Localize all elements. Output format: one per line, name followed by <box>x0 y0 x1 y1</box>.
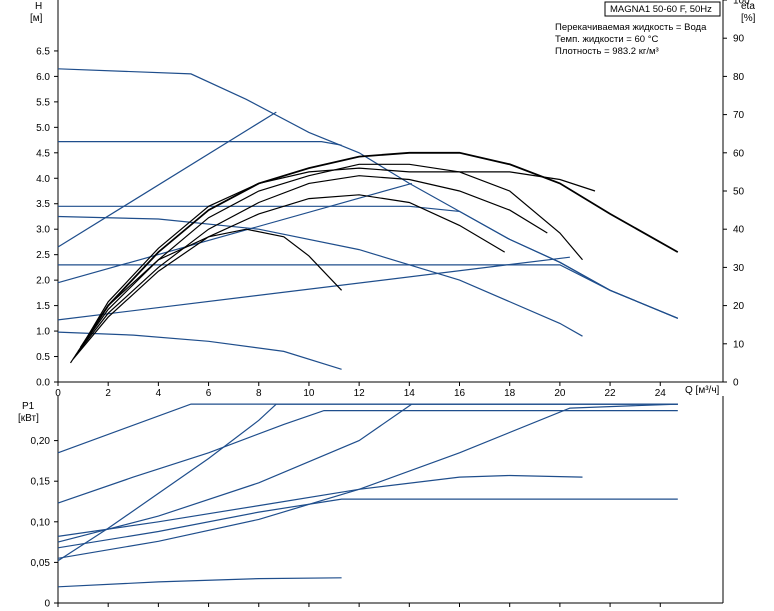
y-axis-label-line2: [м] <box>30 13 43 24</box>
x-tick-label: 16 <box>454 388 466 399</box>
info-line-liquid: Перекачиваемая жидкость = Вода <box>555 22 707 33</box>
head-curve <box>58 205 679 319</box>
power-y-tick-label: 0 <box>44 599 50 610</box>
y2-axis-label-line1: eta <box>741 1 755 12</box>
power-curve <box>57 410 678 504</box>
y-tick-label: 3.0 <box>36 225 50 236</box>
y2-tick-label: 40 <box>733 225 745 236</box>
power-curve <box>57 498 678 549</box>
x-tick-label: 10 <box>303 388 315 399</box>
power-y-tick-label: 0,15 <box>31 477 51 488</box>
power-axis-label-line1: P1 <box>22 401 35 412</box>
head-curve <box>58 141 342 146</box>
info-line-density: Плотность = 983.2 кг/м³ <box>555 46 659 57</box>
x-tick-label: 14 <box>404 388 416 399</box>
chart-title: MAGNA1 50-60 F, 50Hz <box>610 4 712 15</box>
power-y-tick-label: 0,10 <box>31 517 51 528</box>
x-tick-label: 24 <box>655 388 667 399</box>
y-tick-label: 1.5 <box>36 301 50 312</box>
y-tick-label: 5.5 <box>36 97 50 108</box>
head-curve <box>57 215 583 337</box>
y2-tick-label: 60 <box>733 148 745 159</box>
y-tick-label: 0.5 <box>36 352 50 363</box>
power-curve <box>57 403 678 562</box>
power-curve <box>57 474 583 537</box>
y2-axis-label-line2: [%] <box>741 13 756 24</box>
efficiency-curve <box>69 228 343 364</box>
head-curve <box>57 331 342 370</box>
y2-tick-label: 80 <box>733 72 745 83</box>
power-curves <box>57 403 678 588</box>
y2-tick-label: 70 <box>733 110 745 121</box>
x-axis-label: Q [м³/ч] <box>685 385 720 396</box>
efficiency-curves <box>69 151 679 364</box>
power-axis-label-line2: [кВт] <box>18 413 39 424</box>
x-tick-label: 6 <box>206 388 212 399</box>
x-tick-label: 2 <box>105 388 111 399</box>
efficiency-curve <box>72 194 506 360</box>
x-tick-label: 8 <box>256 388 262 399</box>
x-tick-label: 4 <box>156 388 162 399</box>
power-y-tick-label: 0,05 <box>31 558 51 569</box>
bottom-ticks: 0 0,05 0,10 0,15 0,20 <box>31 436 661 610</box>
y-tick-label: 3.5 <box>36 199 50 210</box>
y-tick-label: 4.0 <box>36 174 50 185</box>
efficiency-curve <box>79 151 679 349</box>
x-tick-label: 18 <box>504 388 516 399</box>
y-axis-label-line1: H <box>35 1 42 12</box>
y-tick-label: 6.5 <box>36 46 50 57</box>
head-curve <box>57 68 679 319</box>
info-line-temperature: Темп. жидкости = 60 °C <box>555 34 658 45</box>
efficiency-curve <box>82 167 596 345</box>
y2-tick-label: 20 <box>733 301 745 312</box>
head-curves <box>57 68 679 370</box>
head-curve <box>58 264 679 319</box>
y2-tick-label: 100 <box>733 0 750 7</box>
x-tick-label: 20 <box>554 388 566 399</box>
x-tick-label: 0 <box>55 388 61 399</box>
y2-tick-label: 10 <box>733 339 745 350</box>
y-tick-label: 4.5 <box>36 148 50 159</box>
y2-tick-label: 30 <box>733 263 745 274</box>
top-panel: 0 2 4 6 8 10 12 14 16 18 20 22 240.00.51.01.52.02.53… <box>30 0 756 399</box>
head-curve <box>57 182 412 284</box>
y2-tick-label: 50 <box>733 187 745 198</box>
x-tick-label: 12 <box>354 388 366 399</box>
y-tick-label: 2.0 <box>36 276 50 287</box>
x-tick-label: 22 <box>605 388 617 399</box>
power-curve <box>57 577 342 588</box>
y-tick-label: 6.0 <box>36 72 50 83</box>
power-curve <box>57 403 678 454</box>
top-ticks: 0 2 4 6 8 10 12 14 16 18 20 22 240.00.51.01.52.02.53… <box>36 0 750 399</box>
y-tick-label: 5.0 <box>36 123 50 134</box>
y2-tick-label: 0 <box>733 378 739 389</box>
y-tick-label: 2.5 <box>36 250 50 261</box>
power-curve <box>57 403 678 543</box>
head-curve <box>57 111 277 248</box>
head-curve <box>57 256 570 321</box>
y-tick-label: 1.0 <box>36 327 50 338</box>
y-tick-label: 0.0 <box>36 378 50 389</box>
bottom-panel: 0 0,05 0,10 0,15 0,20 P1 [кВт] <box>18 396 724 610</box>
title-box <box>604 1 721 17</box>
y2-tick-label: 90 <box>733 34 745 45</box>
power-y-tick-label: 0,20 <box>31 436 51 447</box>
power-curve <box>57 403 678 559</box>
efficiency-curve <box>75 175 548 356</box>
